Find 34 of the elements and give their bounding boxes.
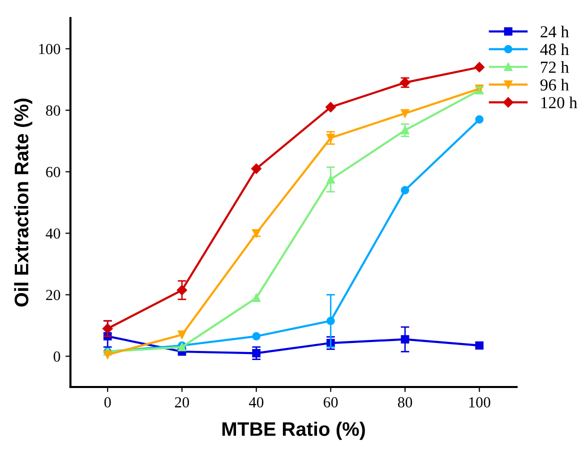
- x-tick-label: 80: [398, 397, 412, 408]
- legend-label: 120 h: [541, 96, 578, 108]
- x-axis-title: MTBE Ratio (%): [222, 422, 365, 440]
- point: [474, 62, 484, 72]
- point: [252, 349, 260, 358]
- legend-label: 96 h: [540, 78, 569, 91]
- point: [178, 330, 186, 339]
- y-tick-label: 40: [46, 228, 60, 239]
- y-axis-title: Oil Extraction Rate (%): [14, 98, 32, 306]
- x-tick-label: 20: [175, 397, 190, 408]
- point: [252, 294, 260, 302]
- point: [475, 115, 484, 124]
- x-tick-label: 60: [324, 397, 338, 408]
- point: [400, 109, 410, 118]
- x-tick-label: 100: [469, 397, 490, 408]
- point: [400, 335, 410, 344]
- y-tick-label: 100: [39, 44, 60, 54]
- point: [103, 350, 112, 359]
- point: [326, 102, 336, 112]
- point: [400, 126, 410, 134]
- legend-label: 72 h: [541, 61, 569, 73]
- point: [251, 164, 262, 174]
- y-tick-label: 60: [46, 166, 60, 178]
- point: [475, 341, 484, 350]
- y-tick-label: 0: [54, 351, 60, 362]
- legend-label: 48 h: [540, 43, 569, 56]
- x-tick-label: 0: [104, 397, 111, 408]
- point: [400, 186, 410, 194]
- y-tick-label: 80: [46, 105, 60, 116]
- legend-label: 24 h: [540, 26, 569, 38]
- x-tick-label: 40: [248, 397, 264, 408]
- point: [176, 285, 188, 296]
- y-tick-label: 20: [46, 290, 60, 300]
- point: [252, 332, 260, 340]
